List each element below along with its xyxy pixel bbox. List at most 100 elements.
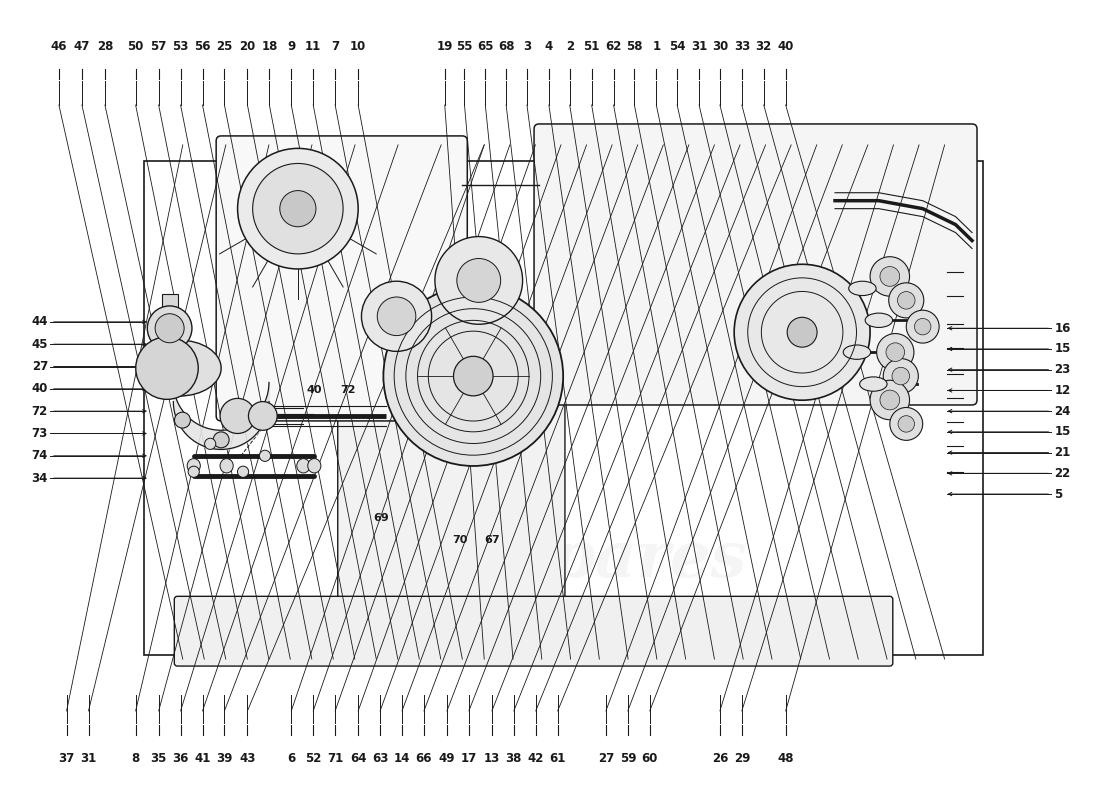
Text: 66: 66 bbox=[416, 752, 432, 766]
Text: 47: 47 bbox=[74, 40, 90, 54]
Text: 61: 61 bbox=[550, 752, 565, 766]
Text: 29: 29 bbox=[734, 752, 750, 766]
Circle shape bbox=[188, 466, 199, 478]
Circle shape bbox=[734, 264, 870, 400]
Text: 31: 31 bbox=[691, 40, 707, 54]
Circle shape bbox=[880, 390, 900, 410]
Bar bbox=[162, 294, 177, 314]
Text: 26: 26 bbox=[712, 752, 728, 766]
Text: 12: 12 bbox=[1054, 384, 1070, 397]
Bar bbox=[144, 161, 983, 655]
Text: 37: 37 bbox=[58, 752, 75, 766]
Text: 32: 32 bbox=[756, 40, 772, 54]
Text: 6: 6 bbox=[287, 752, 296, 766]
Text: 64: 64 bbox=[350, 752, 366, 766]
Text: 57: 57 bbox=[151, 40, 167, 54]
Circle shape bbox=[892, 367, 910, 385]
Text: 35: 35 bbox=[151, 752, 167, 766]
Circle shape bbox=[238, 148, 359, 269]
Circle shape bbox=[175, 412, 190, 428]
Circle shape bbox=[906, 310, 939, 343]
Text: 74: 74 bbox=[32, 450, 48, 462]
Text: 44: 44 bbox=[32, 315, 48, 328]
Text: 9: 9 bbox=[287, 40, 296, 54]
Ellipse shape bbox=[220, 458, 233, 473]
Circle shape bbox=[249, 402, 277, 430]
Text: 56: 56 bbox=[195, 40, 211, 54]
Text: 17: 17 bbox=[461, 752, 477, 766]
Circle shape bbox=[384, 286, 563, 466]
Text: 46: 46 bbox=[51, 40, 67, 54]
Text: 2: 2 bbox=[565, 40, 574, 54]
Ellipse shape bbox=[308, 458, 321, 473]
Circle shape bbox=[279, 190, 316, 226]
Text: 27: 27 bbox=[597, 752, 614, 766]
Text: 21: 21 bbox=[1054, 446, 1070, 459]
Ellipse shape bbox=[849, 282, 876, 295]
FancyBboxPatch shape bbox=[535, 124, 977, 405]
Circle shape bbox=[898, 291, 915, 309]
Circle shape bbox=[880, 266, 900, 286]
Circle shape bbox=[260, 450, 271, 462]
Text: 70: 70 bbox=[452, 534, 468, 545]
FancyBboxPatch shape bbox=[338, 316, 565, 603]
Ellipse shape bbox=[866, 313, 892, 327]
Circle shape bbox=[870, 257, 910, 296]
Text: 67: 67 bbox=[484, 534, 499, 545]
Text: 60: 60 bbox=[641, 752, 658, 766]
Text: 40: 40 bbox=[778, 40, 794, 54]
Circle shape bbox=[877, 334, 914, 371]
Text: 53: 53 bbox=[173, 40, 189, 54]
Text: 40: 40 bbox=[32, 382, 48, 395]
Circle shape bbox=[238, 466, 249, 478]
Text: 10: 10 bbox=[350, 40, 366, 54]
Text: 38: 38 bbox=[506, 752, 522, 766]
Ellipse shape bbox=[860, 377, 887, 391]
Text: 15: 15 bbox=[1054, 342, 1070, 355]
Text: 42: 42 bbox=[528, 752, 543, 766]
Text: 27: 27 bbox=[32, 360, 48, 373]
Text: 31: 31 bbox=[80, 752, 97, 766]
Text: 73: 73 bbox=[32, 427, 48, 440]
Circle shape bbox=[889, 283, 924, 318]
Text: 24: 24 bbox=[1054, 405, 1070, 418]
Text: 23: 23 bbox=[1054, 363, 1070, 376]
Text: 41: 41 bbox=[195, 752, 211, 766]
Circle shape bbox=[898, 416, 914, 432]
Circle shape bbox=[205, 438, 216, 450]
Circle shape bbox=[253, 163, 343, 254]
Text: 52: 52 bbox=[305, 752, 321, 766]
FancyBboxPatch shape bbox=[174, 596, 893, 666]
Text: 18: 18 bbox=[261, 40, 277, 54]
Text: 7: 7 bbox=[331, 40, 339, 54]
FancyBboxPatch shape bbox=[217, 136, 468, 421]
Circle shape bbox=[883, 358, 918, 394]
Text: 30: 30 bbox=[712, 40, 728, 54]
Text: 49: 49 bbox=[439, 752, 455, 766]
Text: 1: 1 bbox=[652, 40, 660, 54]
Text: 22: 22 bbox=[1054, 467, 1070, 480]
Circle shape bbox=[252, 412, 267, 428]
Text: 14: 14 bbox=[394, 752, 410, 766]
Ellipse shape bbox=[844, 345, 870, 359]
Text: 69: 69 bbox=[373, 513, 389, 523]
Circle shape bbox=[453, 356, 493, 396]
Text: 55: 55 bbox=[456, 40, 473, 54]
Text: 65: 65 bbox=[477, 40, 494, 54]
Text: 68: 68 bbox=[498, 40, 515, 54]
Text: 5: 5 bbox=[1054, 487, 1063, 501]
Circle shape bbox=[914, 318, 931, 335]
Circle shape bbox=[155, 314, 184, 342]
Text: 48: 48 bbox=[778, 752, 794, 766]
Text: 33: 33 bbox=[734, 40, 750, 54]
Text: 72: 72 bbox=[32, 405, 48, 418]
Circle shape bbox=[890, 407, 923, 440]
Circle shape bbox=[377, 297, 416, 335]
Text: 3: 3 bbox=[522, 40, 531, 54]
Circle shape bbox=[886, 343, 904, 362]
Ellipse shape bbox=[138, 340, 221, 396]
Circle shape bbox=[147, 306, 191, 350]
Circle shape bbox=[135, 337, 198, 399]
Ellipse shape bbox=[297, 458, 310, 473]
Text: 28: 28 bbox=[97, 40, 113, 54]
